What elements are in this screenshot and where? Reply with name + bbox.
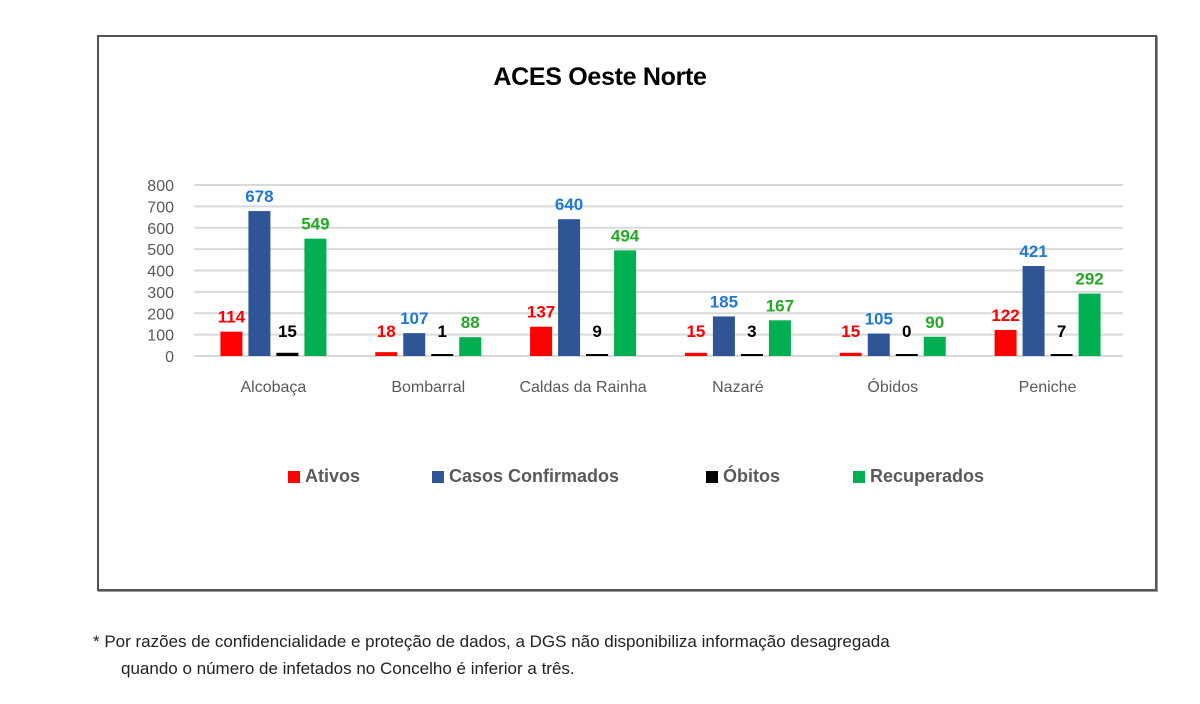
footnote-line-1: * Por razões de confidencialidade e prot… xyxy=(93,632,890,651)
bar-casos-confirmados xyxy=(712,316,735,356)
data-label: 122 xyxy=(991,306,1019,325)
legend-label: Recuperados xyxy=(870,466,985,486)
x-tick-label: Bombarral xyxy=(391,379,465,396)
bar-ativos xyxy=(530,326,553,356)
bar--bitos xyxy=(740,354,763,356)
legend-swatch xyxy=(432,470,444,483)
legend-swatch xyxy=(853,470,865,483)
x-tick-label: Óbidos xyxy=(867,377,918,396)
x-tick-label: Alcobaça xyxy=(241,379,307,396)
bar--bitos xyxy=(431,354,454,356)
footnote: * Por razões de confidencialidade e prot… xyxy=(93,628,890,682)
bar-casos-confirmados xyxy=(558,219,581,356)
bar-recuperados xyxy=(614,250,637,356)
x-axis-ticks: Alcobaça Bombarral Caldas da Rainha Nazaré Ó… xyxy=(241,377,1077,396)
bar-recuperados xyxy=(768,320,791,356)
data-label: 88 xyxy=(461,313,480,332)
y-tick-label: 0 xyxy=(165,349,174,366)
data-label: 15 xyxy=(278,322,297,341)
legend-label: Óbitos xyxy=(723,466,780,486)
data-label: 3 xyxy=(747,322,756,341)
bar-ativos xyxy=(220,331,243,356)
bar--bitos xyxy=(276,352,299,356)
bar--bitos xyxy=(1050,354,1073,356)
x-tick-label: Nazaré xyxy=(712,379,764,396)
data-label: 18 xyxy=(377,322,396,341)
bar-casos-confirmados xyxy=(248,211,271,356)
data-label: 494 xyxy=(611,226,640,245)
bar--bitos xyxy=(895,354,918,356)
legend-swatch xyxy=(706,470,718,483)
data-label: 421 xyxy=(1019,242,1047,261)
data-label: 1 xyxy=(438,322,447,341)
data-label: 0 xyxy=(902,322,911,341)
bar-casos-confirmados xyxy=(867,333,890,356)
data-label: 107 xyxy=(400,309,428,328)
y-tick-label: 500 xyxy=(147,242,174,259)
data-label: 15 xyxy=(841,322,860,341)
legend-label: Ativos xyxy=(305,466,361,486)
y-tick-label: 400 xyxy=(147,264,174,281)
bar-ativos xyxy=(994,329,1017,356)
y-tick-label: 700 xyxy=(147,199,174,216)
data-label: 90 xyxy=(925,313,944,332)
y-tick-label: 300 xyxy=(147,285,174,302)
bars xyxy=(220,211,1101,356)
bar-ativos xyxy=(375,352,398,356)
data-label: 167 xyxy=(766,296,794,315)
chart-title: ACES Oeste Norte xyxy=(493,63,707,91)
y-tick-label: 100 xyxy=(147,328,174,345)
data-label: 549 xyxy=(301,215,329,234)
bar-ativos xyxy=(684,352,707,356)
bar-casos-confirmados xyxy=(1022,266,1045,356)
data-label: 640 xyxy=(555,195,583,214)
legend-label: Casos Confirmados xyxy=(449,466,620,486)
bar-recuperados xyxy=(923,336,946,356)
footnote-line-2: quando o número de infetados no Concelho… xyxy=(121,659,575,678)
data-label: 7 xyxy=(1057,322,1066,341)
bar-recuperados xyxy=(304,238,327,356)
y-tick-label: 800 xyxy=(147,178,174,195)
legend: Ativos Casos Confirmados Óbitos Recuperados xyxy=(0,466,1200,492)
bar-casos-confirmados xyxy=(403,333,426,356)
legend-item: Óbitos xyxy=(706,466,780,487)
bar-ativos xyxy=(839,352,862,356)
y-tick-label: 200 xyxy=(147,306,174,323)
legend-swatch xyxy=(288,470,300,483)
bar-recuperados xyxy=(459,337,482,356)
data-label: 185 xyxy=(710,292,738,311)
gridlines xyxy=(194,184,1123,357)
y-tick-label: 600 xyxy=(147,221,174,238)
legend-item: Casos Confirmados xyxy=(432,466,619,487)
data-label: 105 xyxy=(865,310,893,329)
legend-item: Recuperados xyxy=(853,466,984,487)
legend-item: Ativos xyxy=(288,466,360,487)
data-label: 678 xyxy=(245,187,273,206)
bar--bitos xyxy=(586,354,609,356)
data-label: 137 xyxy=(527,303,555,322)
x-tick-label: Peniche xyxy=(1019,379,1077,396)
data-label: 15 xyxy=(686,322,705,341)
data-label: 114 xyxy=(218,308,246,327)
bar-recuperados xyxy=(1078,293,1101,356)
data-label: 9 xyxy=(592,322,601,341)
x-tick-label: Caldas da Rainha xyxy=(519,379,646,396)
y-axis-ticks: 0 100 200 300 400 500 600 700 800 xyxy=(147,178,174,366)
data-label: 292 xyxy=(1075,270,1103,289)
